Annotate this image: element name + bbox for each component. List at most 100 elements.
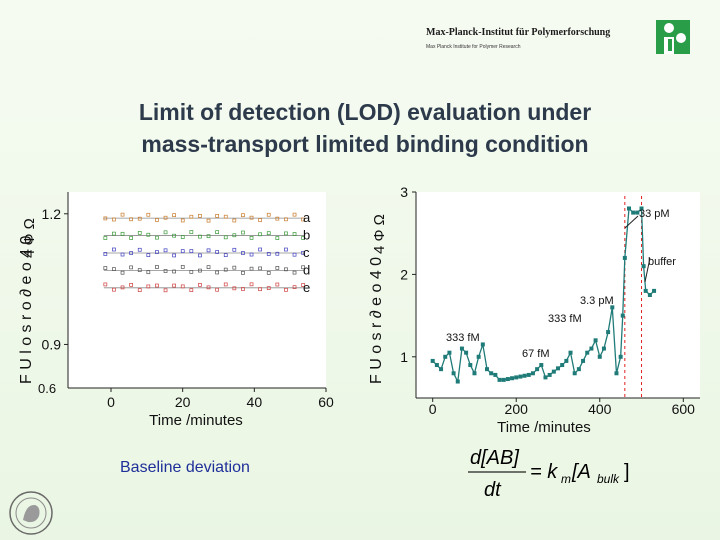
mpg-seal-icon xyxy=(9,491,53,535)
binding-series-point xyxy=(639,206,644,211)
binding-series-point xyxy=(451,371,456,376)
right-y-axis-top-glyphs: 4 Φ Ω xyxy=(371,214,388,254)
series-c-point xyxy=(241,251,245,255)
series-c-point xyxy=(103,252,108,256)
series-d-point xyxy=(266,271,271,275)
title-line-1: Limit of detection (LOD) evaluation unde… xyxy=(138,99,592,125)
series-c-point xyxy=(223,253,228,257)
series-d-point xyxy=(258,266,262,271)
series-a-point xyxy=(129,217,133,222)
series-d-point xyxy=(232,265,237,270)
binding-series-point xyxy=(610,305,615,310)
series-e-point xyxy=(206,285,211,290)
series-d-point xyxy=(223,267,228,272)
binding-series-point xyxy=(480,342,485,347)
series-b-point xyxy=(223,235,228,240)
caption-baseline-deviation: Baseline deviation xyxy=(120,459,250,476)
series-b-point xyxy=(146,232,151,237)
series-c-point xyxy=(301,250,305,255)
eq-bracket-end: ] xyxy=(624,461,630,483)
series-a-point xyxy=(103,216,108,221)
binding-series-point xyxy=(530,371,535,376)
binding-series-point xyxy=(434,363,439,368)
series-d-point xyxy=(180,265,185,269)
series-a-point xyxy=(112,217,116,222)
binding-series-point xyxy=(647,293,652,297)
right-x-tick-label: 0 xyxy=(429,401,437,417)
series-e-point xyxy=(266,286,271,290)
series-a-label: a xyxy=(303,210,311,225)
right-y-tick-label: 2 xyxy=(400,266,408,282)
series-e-point xyxy=(215,287,219,292)
series-e-point xyxy=(120,285,125,290)
series-d-point xyxy=(103,266,108,270)
series-b-point xyxy=(215,230,219,234)
left-y-axis-top-glyphs: 4 Φ Ω xyxy=(21,218,38,258)
series-e-point xyxy=(103,282,108,287)
series-c-point xyxy=(189,249,194,253)
binding-series-point xyxy=(539,363,544,368)
series-a-point xyxy=(163,215,168,220)
binding-series-point xyxy=(641,264,646,269)
binding-series-point xyxy=(652,288,657,293)
series-b-point xyxy=(258,232,262,237)
annotation-label: 333 fM xyxy=(446,332,480,344)
left-y-bottom-label: 0.6 xyxy=(38,381,56,396)
series-e-point xyxy=(275,282,280,287)
series-c-point xyxy=(180,249,185,253)
series-a-point xyxy=(258,218,262,222)
binding-series-point xyxy=(526,372,531,377)
series-e-point xyxy=(198,283,202,287)
binding-series-point xyxy=(572,371,577,376)
series-e-point xyxy=(301,283,305,287)
annotation-label: 333 fM xyxy=(548,313,582,325)
binding-series-point xyxy=(576,367,581,372)
series-e-point xyxy=(112,287,116,292)
series-e-point xyxy=(163,288,168,293)
series-a-point xyxy=(232,218,237,223)
series-d-point xyxy=(146,270,151,275)
series-c-point xyxy=(163,248,168,253)
title-line-2: mass-transport limited binding condition xyxy=(141,131,589,157)
eq-rhs: = k xyxy=(530,461,558,483)
series-a-point xyxy=(137,216,142,221)
series-c-point xyxy=(155,250,159,254)
annotation-label: 33 pM xyxy=(639,208,670,220)
binding-series-point xyxy=(581,358,586,363)
binding-series-point xyxy=(476,354,481,359)
binding-series-point xyxy=(522,373,527,378)
series-e-point xyxy=(155,283,159,288)
binding-series-point xyxy=(493,372,498,377)
series-d-point xyxy=(301,265,305,270)
eq-lhs-top: d[AB] xyxy=(470,447,519,469)
binding-series-point xyxy=(459,346,464,351)
series-a-point xyxy=(223,214,228,219)
series-c-label: c xyxy=(303,245,310,260)
institute-subtitle: Max Planck Institute for Polymer Researc… xyxy=(426,44,521,50)
left-y-axis-label: F U l o s r o ∂ e o 4 0 xyxy=(18,235,35,384)
series-b-point xyxy=(180,235,185,239)
binding-series-point xyxy=(505,377,510,382)
series-d-point xyxy=(172,269,176,274)
series-d-point xyxy=(275,266,280,270)
series-e-point xyxy=(258,287,262,292)
series-c-point xyxy=(292,252,297,257)
binding-series-point xyxy=(501,377,506,382)
series-d-point xyxy=(112,267,116,271)
series-b-point xyxy=(163,230,168,235)
right-plot-area xyxy=(416,192,700,398)
right-y-tick-label: 3 xyxy=(400,184,408,200)
series-a-point xyxy=(275,216,280,221)
series-a-point xyxy=(120,212,125,217)
series-a-point xyxy=(301,217,305,222)
left-x-tick-label: 20 xyxy=(175,394,191,410)
series-c-point xyxy=(137,247,142,252)
series-c-point xyxy=(206,248,211,253)
binding-series-point xyxy=(472,371,477,376)
series-b-point xyxy=(232,233,237,238)
series-a-point xyxy=(292,212,297,217)
binding-series-point xyxy=(593,338,598,343)
series-a-point xyxy=(284,217,288,222)
binding-series-point xyxy=(556,366,560,371)
